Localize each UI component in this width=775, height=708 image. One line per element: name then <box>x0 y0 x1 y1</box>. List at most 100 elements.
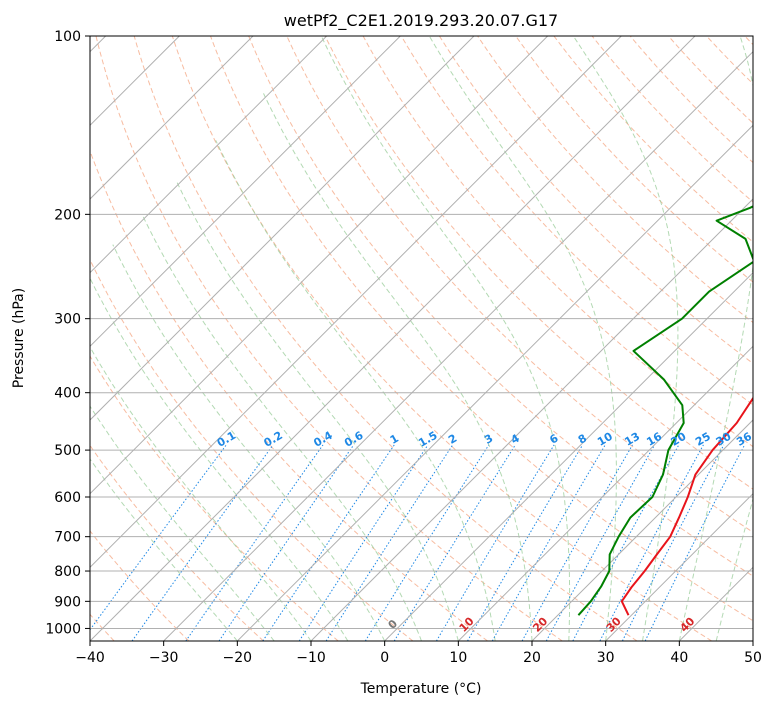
moist-adiabat-line <box>141 214 422 641</box>
chart-title: wetPf2_C2E1.2019.293.20.07.G17 <box>284 11 558 31</box>
dry-adiabat-line <box>400 36 753 406</box>
isotherm-line <box>90 36 254 200</box>
dry-adiabat-line <box>515 36 753 283</box>
mixing-ratio-line <box>325 444 454 641</box>
y-tick-label: 600 <box>54 490 81 506</box>
mixing-ratio-label: 6 <box>547 432 560 447</box>
dry-adiabat-line <box>90 530 190 641</box>
isotherm-line <box>678 566 753 641</box>
dry-adiabat-line <box>133 36 638 641</box>
moist-adiabat-line <box>112 244 386 641</box>
dry-adiabat-line <box>95 36 563 641</box>
mixing-ratio-label: 0.6 <box>342 429 366 450</box>
mixing-ratio-label: 0.2 <box>262 429 285 450</box>
x-tick-label: 50 <box>744 650 762 666</box>
series-layer <box>577 205 753 616</box>
mixing-ratio-line <box>90 444 227 631</box>
dry-adiabat-label: 40 <box>677 614 697 634</box>
y-tick-label: 100 <box>54 29 81 45</box>
moist-adiabat-line <box>215 140 496 641</box>
y-tick-label: 700 <box>54 530 81 546</box>
mixing-ratio-line <box>185 444 324 641</box>
grid <box>90 36 753 641</box>
dry-adiabat-line <box>324 36 753 490</box>
moist-adiabat-line <box>175 179 459 641</box>
temperature-line <box>620 396 753 616</box>
y-tick-label: 1000 <box>45 621 81 637</box>
mixing-ratio-label: 0.1 <box>215 429 238 450</box>
mixing-ratio-line <box>218 444 355 641</box>
dry-adiabat-line <box>90 149 488 641</box>
isotherm-line <box>384 271 753 641</box>
y-tick-label: 500 <box>54 443 81 459</box>
dry-adiabat-line <box>171 36 712 641</box>
dry-adiabat-label: 20 <box>530 614 550 634</box>
moist-adiabat-line <box>90 346 312 641</box>
isotherm-line <box>90 36 328 274</box>
moist-adiabat-line <box>90 277 349 641</box>
mixing-ratio-label: 4 <box>509 432 522 447</box>
background-lines <box>90 36 753 641</box>
dry-adiabat-line <box>744 36 753 46</box>
mixing-ratio-label: 2 <box>446 432 459 447</box>
isotherm-line <box>457 345 753 641</box>
moist-adiabat-line <box>263 93 533 641</box>
mixing-ratio-line <box>467 444 584 641</box>
mixing-ratio-line <box>393 444 516 641</box>
x-tick-label: 10 <box>449 650 467 666</box>
isotherm-line <box>310 198 753 641</box>
mixing-ratio-label: 10 <box>595 430 615 449</box>
x-tick-label: 40 <box>670 650 688 666</box>
moist-adiabat-line <box>90 405 275 641</box>
isotherm-line <box>90 36 401 348</box>
mixing-ratio-label: 3 <box>482 432 495 447</box>
y-tick-label: 300 <box>54 312 81 328</box>
x-tick-label: −20 <box>223 650 253 666</box>
mixing-ratio-label: 13 <box>622 430 642 449</box>
mixing-ratio-line <box>521 444 633 641</box>
x-tick-label: −10 <box>296 650 326 666</box>
isotherm-line <box>531 419 753 641</box>
y-axis-label: Pressure (hPa) <box>11 288 27 388</box>
dry-adiabat-line <box>90 444 264 641</box>
moist-adiabat-line <box>572 36 679 641</box>
x-tick-label: 30 <box>597 650 615 666</box>
moist-adiabat-line <box>320 36 571 641</box>
dry-adiabat-line <box>286 36 753 533</box>
x-axis: −40 −30 −20 −10 0 10 20 30 40 50 <box>75 641 762 666</box>
mixing-ratio-line <box>644 444 746 641</box>
dry-adiabat-line <box>706 36 753 85</box>
isotherm-line <box>90 36 549 495</box>
dry-adiabat-line <box>90 355 339 641</box>
x-axis-label: Temperature (°C) <box>360 681 482 697</box>
mixing-ratio-line <box>545 444 656 641</box>
dry-adiabat-line <box>90 258 414 641</box>
x-tick-label: 20 <box>523 650 541 666</box>
mixing-ratio-line <box>298 444 429 641</box>
dry-adiabat-line <box>248 36 753 577</box>
isotherm-line <box>236 124 753 641</box>
y-tick-label: 800 <box>54 564 81 580</box>
dry-adiabat-line <box>210 36 753 622</box>
moist-adiabat-line <box>678 36 753 641</box>
dry-adiabat-line <box>668 36 753 124</box>
isotherm-line <box>605 492 753 641</box>
isotherm-line <box>752 640 753 641</box>
plot-frame <box>89 35 754 642</box>
moist-adiabat-line <box>428 36 617 641</box>
x-tick-label: −30 <box>149 650 179 666</box>
mixing-ratio-label: 0.4 <box>311 429 335 450</box>
dry-adiabat-line <box>438 36 753 365</box>
moist-adiabat-line <box>90 458 238 641</box>
mixing-ratio-label: 25 <box>693 430 713 449</box>
moist-adiabat-line <box>715 496 753 641</box>
mixing-ratio-line <box>131 444 274 641</box>
y-tick-label: 200 <box>54 207 81 223</box>
isotherm-line <box>90 36 622 569</box>
x-tick-label: −40 <box>75 650 105 666</box>
x-tick-label: 0 <box>380 650 389 666</box>
dry-adiabat-label: 10 <box>457 614 477 634</box>
mixing-ratio-line <box>491 444 606 641</box>
y-tick-label: 400 <box>54 386 81 402</box>
dry-adiabat-line <box>553 36 753 243</box>
